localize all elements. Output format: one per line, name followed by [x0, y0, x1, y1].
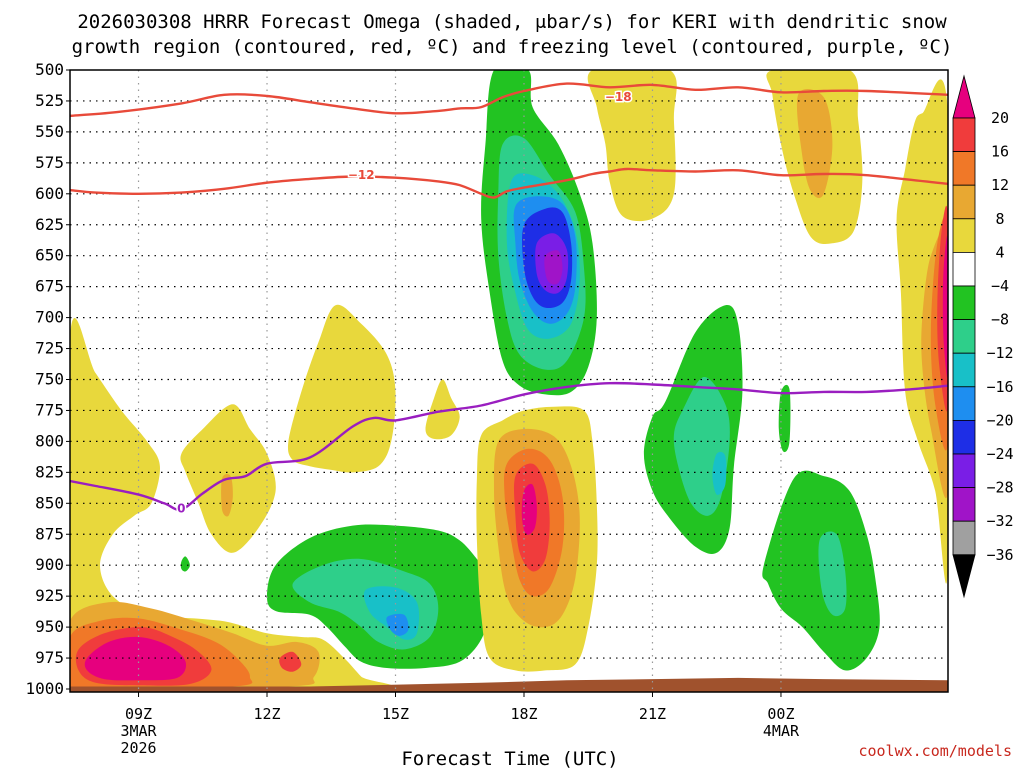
- colorbar: 20 16 12 8 4 −4 −8 −12 −16 −20 −24 −28 −32 −36: [952, 74, 1014, 599]
- colorbar-swatch-11: [952, 453, 976, 488]
- x-tick-label-18Z: 18Z: [510, 705, 537, 723]
- colorbar-swatch-10: [952, 419, 976, 455]
- omega-region-green-18: [778, 384, 791, 453]
- x-tick-label-21Z: 21Z: [639, 705, 666, 723]
- omega-region-lightblue-24: [386, 613, 409, 636]
- y-tick-label-650: 650: [35, 246, 64, 265]
- colorbar-label-3: 8: [995, 210, 1004, 228]
- x-axis-title: Forecast Time (UTC): [401, 748, 618, 768]
- omega-region-magenta-38: [84, 636, 187, 681]
- y-tick-label-775: 775: [35, 400, 64, 419]
- contour-label-1: −12: [348, 168, 375, 182]
- x-tick-year-09Z: 2026: [120, 739, 156, 757]
- y-tick-label-725: 725: [35, 339, 64, 358]
- y-tick-label-900: 900: [35, 555, 64, 574]
- contour-label-0: −18: [605, 90, 632, 104]
- omega-region-yellow-0: [587, 70, 677, 222]
- x-tick-label-15Z: 15Z: [382, 705, 409, 723]
- y-tick-label-1000: 1000: [25, 679, 64, 698]
- y-tick-label-950: 950: [35, 617, 64, 636]
- credit-link[interactable]: coolwx.com/models: [858, 742, 1012, 760]
- y-tick-label-925: 925: [35, 586, 64, 605]
- omega-region-yellow-30: [287, 304, 396, 473]
- x-tick-label-00Z: 00Z: [767, 705, 794, 723]
- colorbar-label-10: −24: [986, 445, 1013, 463]
- colorbar-swatch-7: [952, 319, 976, 354]
- y-tick-label-850: 850: [35, 493, 64, 512]
- omega-shading-layer: [70, 70, 948, 692]
- y-tick-label-750: 750: [35, 370, 64, 389]
- colorbar-swatch-13: [952, 520, 976, 556]
- colorbar-bottom-arrow: [952, 554, 976, 599]
- colorbar-swatch-1: [952, 117, 976, 152]
- colorbar-label-5: −4: [991, 277, 1009, 295]
- colorbar-label-2: 12: [991, 176, 1009, 194]
- colorbar-swatch-12: [952, 487, 976, 522]
- y-tick-label-600: 600: [35, 184, 64, 203]
- colorbar-label-0: 20: [991, 109, 1009, 127]
- colorbar-label-12: −32: [986, 512, 1013, 530]
- omega-region-seagreen-20: [818, 531, 847, 617]
- y-tick-label-875: 875: [35, 524, 64, 543]
- colorbar-label-8: −16: [986, 378, 1013, 396]
- colorbar-swatch-4: [952, 218, 976, 253]
- colorbar-label-13: −36: [986, 546, 1013, 564]
- colorbar-swatch-8: [952, 352, 976, 388]
- chart-title-line-1: 2026030308 HRRR Forecast Omega (shaded, …: [77, 11, 947, 33]
- y-tick-label-675: 675: [35, 277, 64, 296]
- pressure-axis: 500 525 550 575 600 625 650 675 700 725 750 775 800 8…: [25, 60, 70, 698]
- contour-line-1: [70, 167, 948, 199]
- colorbar-swatch-2: [952, 151, 976, 186]
- contour-lines-layer: −18 −12 0: [70, 82, 948, 517]
- colorbar-label-9: −20: [986, 411, 1013, 429]
- y-tick-label-550: 550: [35, 122, 64, 141]
- y-tick-label-575: 575: [35, 153, 64, 172]
- y-tick-label-975: 975: [35, 648, 64, 667]
- colorbar-swatch-9: [952, 386, 976, 421]
- colorbar-swatch-5: [952, 251, 976, 287]
- colorbar-top-arrow: [952, 74, 976, 119]
- y-tick-label-625: 625: [35, 215, 64, 234]
- omega-region-gold-32: [221, 474, 233, 517]
- colorbar-label-6: −8: [991, 311, 1009, 329]
- contour-line-0: [70, 82, 948, 117]
- omega-region-purple-14: [544, 250, 563, 285]
- colorbar-label-1: 16: [991, 143, 1009, 161]
- y-tick-label-800: 800: [35, 431, 64, 450]
- omega-region-magenta-29: [521, 483, 537, 535]
- omega-region-cyan-17: [712, 451, 727, 495]
- colorbar-swatch-3: [952, 184, 976, 220]
- x-tick-date-09Z: 3MAR: [120, 722, 157, 740]
- contour-label-2: 0: [177, 501, 185, 515]
- ground-surface: [70, 677, 948, 692]
- y-tick-label-500: 500: [35, 60, 64, 79]
- x-tick-label-09Z: 09Z: [125, 705, 152, 723]
- y-tick-label-825: 825: [35, 462, 64, 481]
- colorbar-label-11: −28: [986, 479, 1013, 497]
- x-tick-label-12Z: 12Z: [253, 705, 280, 723]
- omega-region-gold-2: [796, 89, 833, 199]
- colorbar-label-7: −12: [986, 344, 1013, 362]
- omega-region-green-40: [180, 556, 190, 572]
- omega-region-magenta-7: [942, 235, 948, 378]
- chart-title-line-2: growth region (contoured, red, ºC) and f…: [72, 36, 953, 58]
- x-tick-date-00Z: 4MAR: [763, 722, 800, 740]
- colorbar-label-4: 4: [995, 243, 1004, 261]
- y-tick-label-700: 700: [35, 308, 64, 327]
- omega-region-red-39: [279, 651, 302, 672]
- colorbar-swatch-6: [952, 285, 976, 320]
- plot-frame: [69, 69, 949, 693]
- y-tick-label-525: 525: [35, 91, 64, 110]
- omega-region-yellow-33: [425, 379, 460, 440]
- contour-line-2: [70, 381, 948, 511]
